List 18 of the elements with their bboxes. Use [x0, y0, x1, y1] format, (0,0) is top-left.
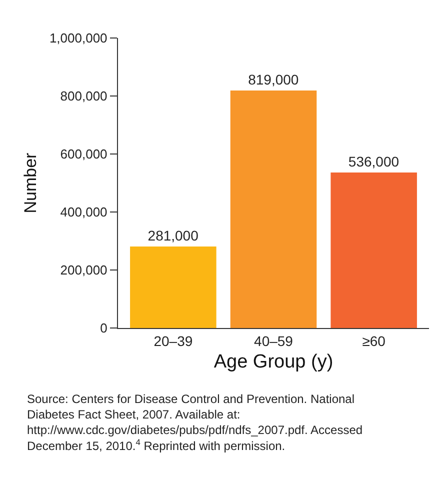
bar — [230, 90, 317, 328]
data-label: 819,000 — [248, 71, 299, 88]
data-label: 536,000 — [348, 154, 400, 170]
data-label: 281,000 — [148, 228, 199, 244]
x-tick-label: ≥60 — [362, 332, 386, 349]
y-tick-label: 600,000 — [60, 146, 108, 162]
bar — [330, 172, 417, 328]
bar — [130, 246, 216, 328]
x-tick-label: 20–39 — [154, 332, 193, 349]
x-axis-title: Age Group (y) — [214, 352, 334, 373]
source-note: Source: Centers for Disease Control and Prevention. National Diabetes Fact Sheet, 2007. Available at: http://www.cdc.gov/diabetes/pubs/pdf/ndfs_2007.pdf. Accessed December 15, 2010.$^{4}$ Reprinted with permission. — [27, 392, 363, 453]
y-tick-label: 0 — [100, 320, 108, 336]
x-tick-label: 40–59 — [254, 332, 294, 349]
y-tick-label: 200,000 — [60, 262, 108, 278]
y-tick-label: 800,000 — [60, 88, 108, 104]
y-tick-label: 400,000 — [60, 204, 108, 220]
y-tick-label: 1,000,000 — [49, 30, 108, 46]
y-axis-title: Number — [21, 152, 40, 214]
